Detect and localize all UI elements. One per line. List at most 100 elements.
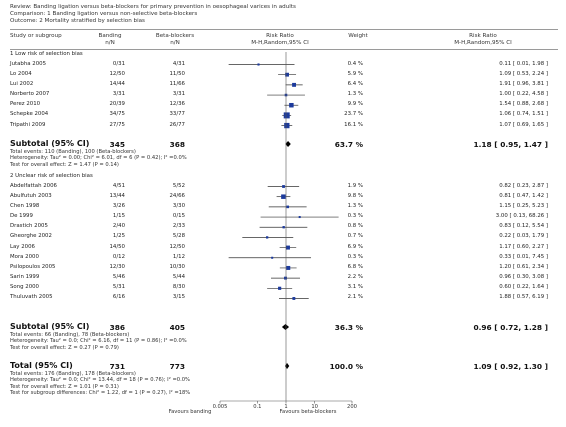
- ci-value: 1.06 [ 0.74, 1.51 ]: [499, 111, 548, 118]
- banding-value: 34/75: [109, 111, 125, 118]
- banding-value: 14/44: [109, 80, 125, 87]
- study-marker: [281, 194, 286, 199]
- banding-value: 20/39: [109, 101, 125, 108]
- review-title: Review: Banding ligation versus beta-blo…: [10, 4, 296, 10]
- summary-weight: 36.3 %: [334, 322, 363, 332]
- weight-value: 9.8 %: [347, 192, 363, 199]
- study-name: Abdelfattah 2006: [10, 182, 57, 189]
- study-name: Norberto 2007: [10, 91, 50, 98]
- favours-right-label: Favours beta-blockers: [279, 409, 337, 415]
- study-marker: [286, 265, 291, 270]
- banding-value: 14/50: [109, 243, 125, 250]
- weight-value: 0.7 %: [347, 233, 363, 240]
- weight-value: 1.3 %: [347, 91, 363, 98]
- summary-banding: 345: [109, 139, 125, 149]
- ci-value: 1.09 [ 0.53, 2.24 ]: [499, 70, 548, 77]
- summary-banding: 731: [109, 361, 125, 371]
- subgroup-note: Test for overall effect: Z = 0.27 (P = 0…: [10, 344, 119, 351]
- ci-value: 0.81 [ 0.47, 1.42 ]: [499, 192, 548, 199]
- weight-value: 0.3 %: [347, 213, 363, 220]
- banding-value: 4/51: [112, 182, 125, 189]
- subtotal-label: Subtotal (95% CI): [10, 139, 90, 148]
- ci-value: 1.20 [ 0.61, 2.34 ]: [499, 263, 548, 270]
- study-marker: [278, 286, 282, 290]
- banding-value: 1/25: [112, 233, 125, 240]
- study-marker: [292, 82, 297, 87]
- outcome-title: Outcome: 2 Mortality stratified by selec…: [10, 18, 145, 24]
- weight-value: 0.4 %: [347, 60, 363, 67]
- bb-value: 2/33: [172, 223, 185, 230]
- study-marker: [271, 256, 274, 259]
- col-bb-sub: n/N: [170, 40, 180, 46]
- summary-ci: 0.96 [ 0.72, 1.28 ]: [473, 322, 548, 332]
- study-name: Lui 2002: [10, 80, 34, 87]
- banding-value: 13/44: [109, 192, 125, 199]
- study-name: Jutabha 2005: [10, 60, 46, 67]
- ci-value: 0.96 [ 0.30, 3.08 ]: [499, 274, 548, 281]
- subgroup-note: Heterogeneity: Tau² = 0.0; Chi² = 6.16, …: [10, 338, 187, 345]
- bb-value: 10/30: [169, 263, 185, 270]
- banding-value: 12/50: [109, 70, 125, 77]
- header-top-rule: [10, 29, 558, 30]
- total-note: Test for subgroup differences: Chi² = 1.…: [10, 389, 191, 396]
- study-marker: [282, 226, 285, 229]
- bb-value: 3/31: [172, 91, 185, 98]
- summary-bb: 368: [169, 139, 185, 149]
- bb-value: 11/50: [169, 70, 185, 77]
- summary-diamond: [285, 141, 291, 147]
- weight-value: 1.9 %: [347, 182, 363, 189]
- weight-value: 2.1 %: [347, 294, 363, 301]
- bb-value: 5/44: [172, 274, 185, 281]
- bb-value: 12/50: [169, 243, 185, 250]
- ci-value: 1.15 [ 0.25, 5.23 ]: [499, 202, 548, 209]
- study-name: Schepke 2004: [10, 111, 49, 118]
- col-rr-sub: M-H,Random,95% CI: [251, 40, 309, 46]
- col-banding-sub: n/N: [105, 40, 115, 46]
- bb-value: 5/52: [172, 182, 185, 189]
- ci-value: 0.33 [ 0.01, 7.45 ]: [499, 253, 548, 260]
- study-name: De 1999: [10, 213, 33, 220]
- weight-value: 3.1 %: [347, 284, 363, 291]
- weight-value: 2.2 %: [347, 274, 363, 281]
- banding-value: 3/31: [112, 91, 125, 98]
- summary-diamond: [284, 363, 290, 369]
- bb-value: 26/77: [169, 121, 185, 128]
- banding-value: 5/46: [112, 274, 125, 281]
- banding-value: 0/12: [112, 253, 125, 260]
- summary-ci: 1.18 [ 0.95, 1.47 ]: [473, 139, 548, 149]
- banding-value: 5/31: [112, 284, 125, 291]
- weight-value: 6.4 %: [347, 80, 363, 87]
- weight-value: 23.7 %: [344, 111, 363, 118]
- col-study: Study or subgroup: [10, 33, 62, 39]
- study-marker: [283, 112, 290, 119]
- x-tick-label: 0.005: [212, 403, 228, 410]
- col-rr2-sub: M-H,Random,95% CI: [454, 40, 512, 46]
- banding-value: 0/31: [112, 60, 125, 67]
- bb-value: 3/15: [172, 294, 185, 301]
- study-name: Psilopoulos 2005: [10, 263, 56, 270]
- study-marker: [292, 297, 296, 300]
- weight-value: 6.9 %: [347, 243, 363, 250]
- bb-value: 12/36: [169, 101, 185, 108]
- study-marker: [284, 276, 287, 280]
- summary-bb: 773: [169, 361, 185, 371]
- weight-value: 0.3 %: [347, 253, 363, 260]
- favours-left-label: Favours banding: [168, 409, 212, 415]
- ci-value: 0.60 [ 0.22, 1.64 ]: [499, 284, 548, 291]
- summary-banding: 386: [109, 322, 125, 332]
- col-rr2: Risk Ratio: [469, 33, 497, 39]
- total-label: Total (95% CI): [10, 361, 73, 370]
- weight-value: 9.9 %: [347, 101, 363, 108]
- ci-value: 1.07 [ 0.69, 1.65 ]: [499, 121, 548, 128]
- study-marker: [284, 122, 290, 129]
- subgroup-note: Test for overall effect: Z = 1.47 (P = 0…: [10, 161, 119, 168]
- summary-weight: 100.0 %: [329, 361, 363, 371]
- ci-value: 0.11 [ 0.01, 1.98 ]: [499, 60, 548, 67]
- study-name: Tripathi 2009: [10, 121, 46, 128]
- ci-value: 0.22 [ 0.03, 1.79 ]: [499, 233, 548, 240]
- x-tick-label: 10: [311, 403, 318, 410]
- subgroup-title: 1 Low risk of selection bias: [10, 51, 83, 57]
- summary-weight: 63.7 %: [334, 139, 363, 149]
- study-name: Perez 2010: [10, 101, 41, 108]
